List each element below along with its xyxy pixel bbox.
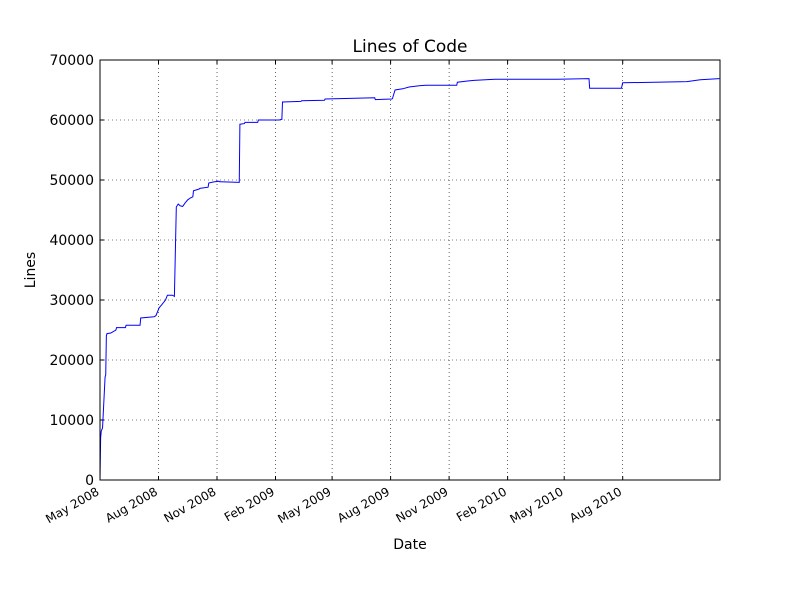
y-tick-label: 30000 (49, 293, 94, 309)
data-point (115, 330, 116, 331)
data-point (105, 376, 106, 377)
x-tick-label: Feb 2010 (454, 484, 509, 524)
data-point (419, 85, 420, 86)
data-point (621, 88, 622, 89)
data-point (208, 187, 209, 188)
data-point (425, 85, 426, 86)
axis-ticks: 0 10000 20000 30000 40000 50000 60000 70000 May … (43, 53, 720, 526)
data-point (110, 333, 111, 334)
data-point (192, 196, 193, 197)
data-point (409, 87, 410, 88)
data-point (557, 79, 558, 80)
data-point (239, 182, 240, 183)
series-layer (99, 78, 720, 481)
y-tick-label: 50000 (49, 173, 94, 189)
data-point (172, 295, 173, 296)
data-point (456, 85, 457, 86)
x-tick-label: Aug 2008 (103, 484, 160, 525)
data-point (106, 333, 107, 334)
data-point (282, 102, 283, 103)
data-point (239, 124, 240, 125)
data-point (101, 430, 102, 431)
data-point (185, 202, 186, 203)
data-point (182, 206, 183, 207)
data-point (258, 120, 259, 121)
data-point (140, 325, 141, 326)
x-tick-label: Nov 2008 (161, 484, 218, 525)
data-point (325, 99, 326, 100)
data-point (126, 325, 127, 326)
data-point (106, 336, 107, 337)
data-point (193, 190, 194, 191)
data-point (457, 82, 458, 83)
x-tick-label: Feb 2009 (222, 484, 277, 524)
data-point (244, 123, 245, 124)
data-point (375, 99, 376, 100)
x-tick-label: Aug 2010 (567, 484, 624, 525)
chart-title: Lines of Code (353, 37, 468, 57)
y-tick-label: 20000 (49, 353, 94, 369)
series-line (99, 78, 720, 481)
x-tick-label: May 2010 (507, 484, 565, 526)
data-point (125, 327, 126, 328)
y-tick-label: 0 (85, 473, 94, 489)
y-tick-label: 70000 (49, 53, 94, 69)
data-point (534, 79, 535, 80)
data-point (473, 80, 474, 81)
data-point (155, 315, 156, 316)
data-point (244, 122, 245, 123)
data-point (199, 188, 200, 189)
data-point (215, 181, 216, 182)
data-point (324, 100, 325, 101)
x-tick-label: May 2008 (43, 484, 101, 526)
data-point (374, 97, 375, 98)
y-axis-label: Lines (23, 252, 39, 288)
data-point (220, 181, 221, 182)
y-tick-label: 40000 (49, 233, 94, 249)
data-point (174, 296, 175, 297)
data-point (140, 318, 141, 319)
data-point (467, 81, 468, 82)
data-point (101, 429, 102, 430)
data-point (622, 82, 623, 83)
data-point (494, 79, 495, 80)
data-point (395, 90, 396, 91)
data-point (161, 304, 162, 305)
grid-lines (99, 59, 720, 481)
data-point (116, 327, 117, 328)
data-point (392, 98, 393, 99)
x-tick-label: Aug 2009 (335, 484, 392, 525)
data-point (176, 207, 177, 208)
x-tick-label: May 2009 (275, 484, 333, 526)
y-tick-label: 60000 (49, 113, 94, 129)
plot-frame (99, 59, 721, 481)
data-point (700, 79, 701, 80)
y-tick-label: 10000 (49, 413, 94, 429)
data-point (102, 427, 103, 428)
x-tick-label: Nov 2009 (394, 484, 451, 525)
data-point (167, 295, 168, 296)
data-point (159, 307, 160, 308)
data-point (190, 198, 191, 199)
data-point (301, 100, 302, 101)
x-axis-label: Date (393, 537, 426, 553)
data-point (180, 205, 181, 206)
data-point (257, 122, 258, 123)
data-point (187, 199, 188, 200)
data-point (279, 120, 280, 121)
data-point (589, 88, 590, 89)
data-point (178, 204, 179, 205)
data-point (589, 78, 590, 79)
data-point (442, 85, 443, 86)
data-point (686, 81, 687, 82)
data-point (281, 119, 282, 120)
data-point (154, 316, 155, 317)
data-point (208, 183, 209, 184)
data-point (105, 375, 106, 376)
data-point (165, 300, 166, 301)
data-point (402, 88, 403, 89)
